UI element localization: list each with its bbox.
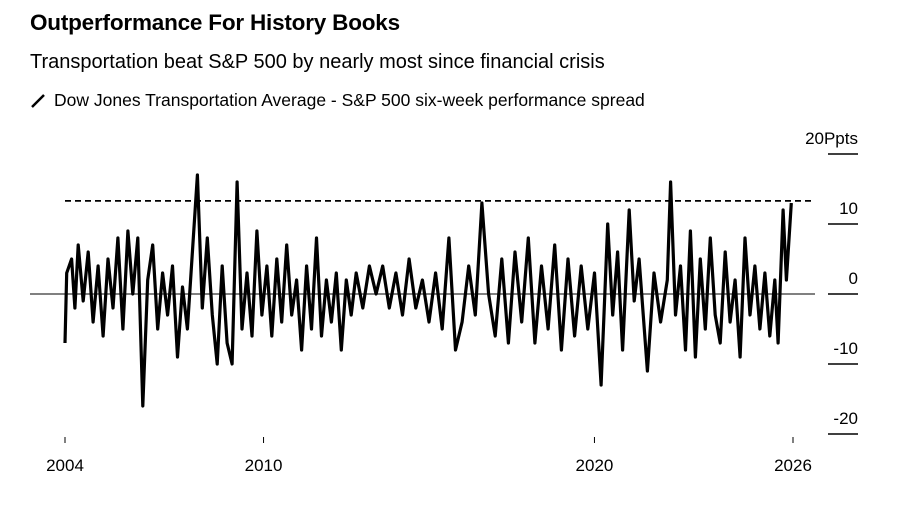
x-tick-label: 2010 — [245, 456, 283, 475]
legend-label: Dow Jones Transportation Average - S&P 5… — [54, 90, 645, 110]
x-tick-label: 2026 — [774, 456, 812, 475]
legend: Dow Jones Transportation Average - S&P 5… — [30, 90, 645, 111]
chart-title: Outperformance For History Books — [30, 10, 400, 35]
x-tick-label: 2020 — [576, 456, 614, 475]
chart-subtitle: Transportation beat S&P 500 by nearly mo… — [30, 51, 605, 73]
series-line — [63, 173, 793, 408]
x-tick-label: 2004 — [46, 456, 84, 475]
y-tick-label: -10 — [833, 339, 858, 358]
y-tick-label: -20 — [833, 409, 858, 428]
y-axis: 20Ppts 10 0 -10 -20 — [805, 129, 858, 435]
line-slash-icon — [31, 93, 45, 108]
y-tick-label: 20Ppts — [805, 129, 858, 148]
y-tick-label: 10 — [839, 199, 858, 218]
y-tick-label: 0 — [849, 269, 858, 288]
x-axis: 2004 2010 2020 2026 — [46, 437, 812, 475]
